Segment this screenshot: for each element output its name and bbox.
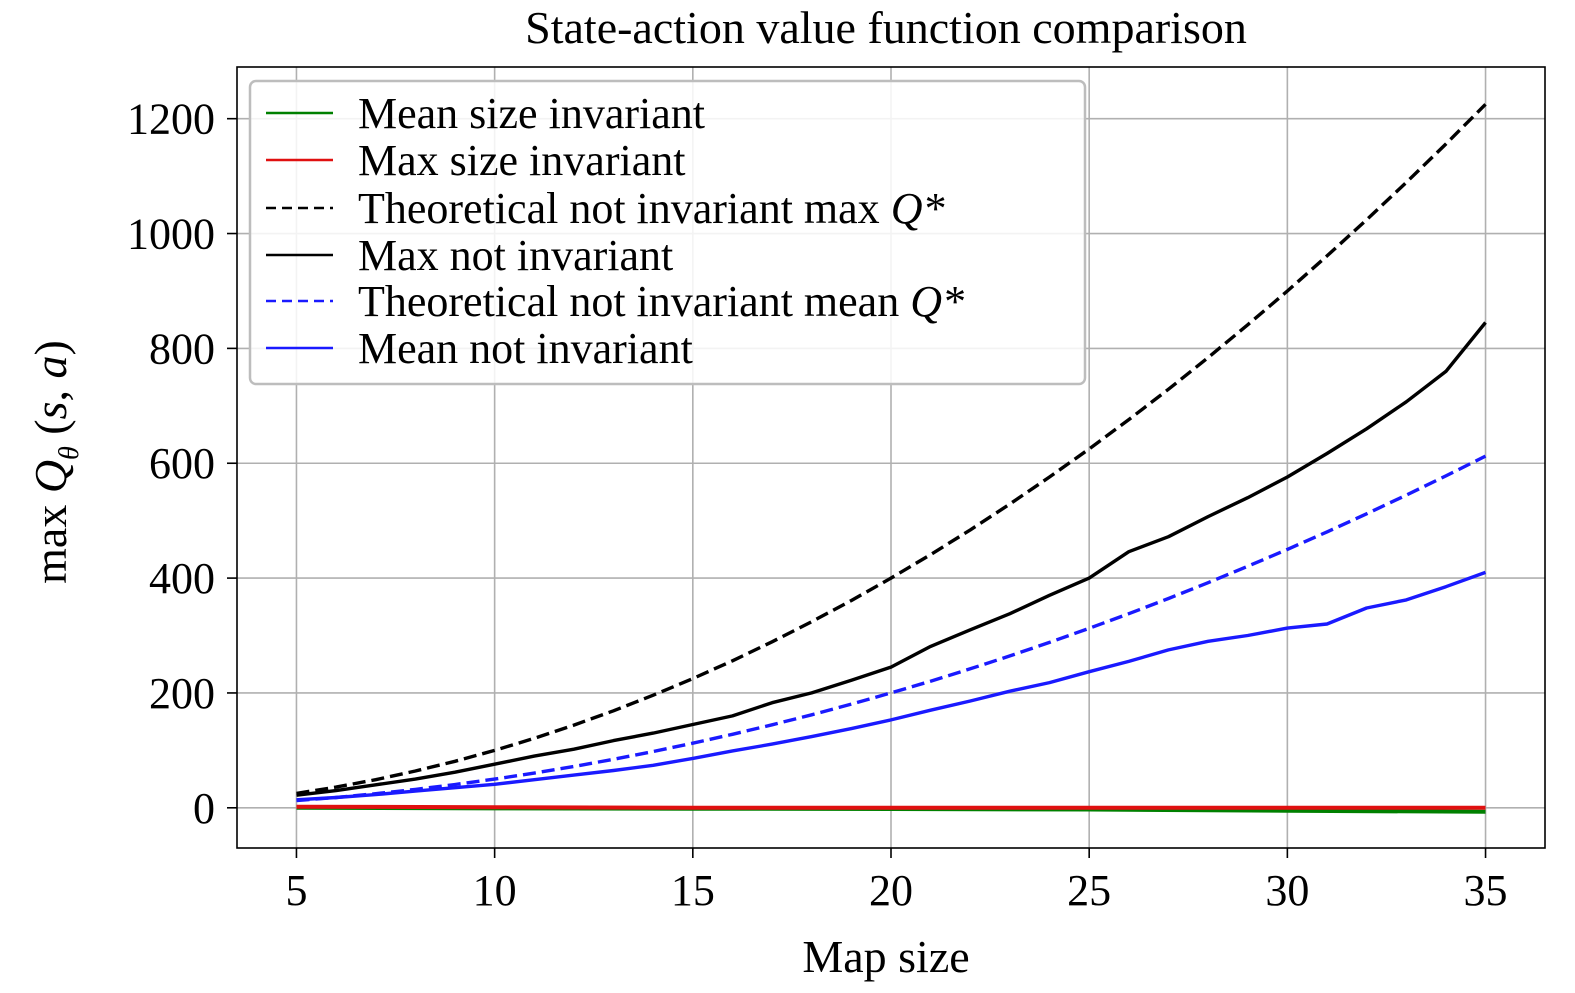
x-tick-label: 35 — [1464, 866, 1508, 915]
y-tick-label: 0 — [193, 784, 215, 833]
legend-label-qstar: Q* — [910, 277, 964, 326]
y-axis-label: max Qθ (s, a) — [25, 340, 85, 584]
legend-label-qstar: Q* — [891, 184, 945, 233]
legend-label-text: Theoretical not invariant mean — [358, 277, 910, 326]
y-tick-label: 800 — [149, 324, 215, 373]
legend-label-4: Max not invariant — [358, 231, 673, 280]
y-axis-label-subscript: θ — [54, 446, 85, 460]
y-axis-label-comma: , — [25, 378, 76, 401]
y-tick-label: 200 — [149, 669, 215, 718]
y-tick-label: 1000 — [127, 210, 215, 259]
y-axis-label-q: Q — [25, 460, 76, 493]
y-tick-label: 1200 — [127, 95, 215, 144]
legend-label-3: Theoretical not invariant max Q* — [358, 184, 944, 233]
legend-label-1: Mean size invariant — [358, 89, 705, 138]
x-tick-label: 25 — [1067, 866, 1111, 915]
y-tick-label: 400 — [149, 554, 215, 603]
x-tick-label: 15 — [671, 866, 715, 915]
y-tick-label: 600 — [149, 439, 215, 488]
series-line-4 — [296, 321, 1487, 797]
legend-label-text: Theoretical not invariant max — [358, 184, 891, 233]
y-axis-label-a: a — [25, 355, 76, 378]
series-layer — [296, 103, 1487, 814]
legend-label-5: Theoretical not invariant mean Q* — [358, 277, 964, 326]
y-axis-label-prefix: max — [25, 493, 76, 584]
x-tick-label: 30 — [1265, 866, 1309, 915]
x-tick-label: 20 — [869, 866, 913, 915]
series-line-2 — [296, 804, 1486, 810]
legend-box — [248, 79, 1087, 386]
y-axis-label-open: ( — [25, 419, 76, 446]
legend-label-6: Mean not invariant — [358, 324, 693, 373]
tick-layer: 5 10 15 20 25 30 35 0 200 400 600 800 1000 1200 — [127, 95, 1508, 915]
chart-title: State-action value function comparison — [525, 2, 1247, 53]
series-line-6 — [296, 570, 1487, 802]
y-axis-label-s: s — [25, 401, 76, 419]
y-axis-label-close: ) — [25, 340, 76, 355]
x-tick-label: 10 — [473, 866, 517, 915]
x-axis-label: Map size — [802, 931, 969, 982]
series-line-5 — [296, 454, 1487, 803]
legend-label-2: Max size invariant — [358, 136, 685, 185]
x-tick-label: 5 — [285, 866, 307, 915]
series-line-3 — [296, 103, 1487, 796]
